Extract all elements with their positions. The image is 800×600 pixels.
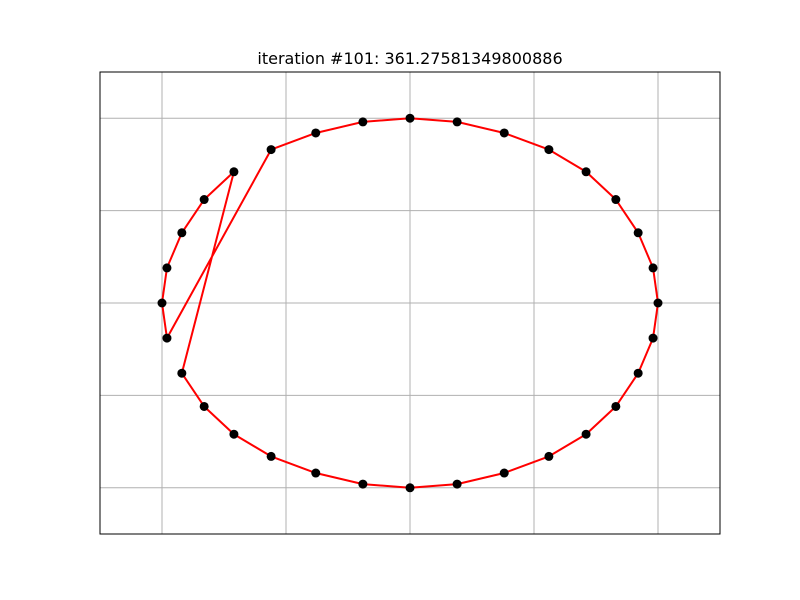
city-point [611,195,621,205]
chart-title: iteration #101: 361.27581349800886 [257,49,562,68]
city-point [177,228,187,238]
city-point [653,298,663,308]
city-point [499,468,509,478]
city-point [544,145,554,155]
city-point [544,451,554,461]
city-point [199,401,209,411]
city-point [157,298,167,308]
city-point [311,468,321,478]
city-point [633,228,643,238]
city-point [633,368,643,378]
city-point [358,479,368,489]
city-point [648,263,658,273]
grid [100,72,720,534]
city-point [199,195,209,205]
city-point [266,451,276,461]
city-point [405,483,415,493]
city-point [499,128,509,138]
city-point [229,429,239,439]
city-point [648,333,658,343]
city-point [229,167,239,177]
city-point [581,429,591,439]
city-point [177,368,187,378]
city-point [311,128,321,138]
city-point [581,167,591,177]
city-point [162,263,172,273]
plot-frame [99,71,721,535]
city-point [162,333,172,343]
city-point [405,113,415,123]
city-points [157,113,663,493]
city-point [611,401,621,411]
city-point [358,117,368,127]
city-point [452,479,462,489]
city-point [266,145,276,155]
city-point [452,117,462,127]
